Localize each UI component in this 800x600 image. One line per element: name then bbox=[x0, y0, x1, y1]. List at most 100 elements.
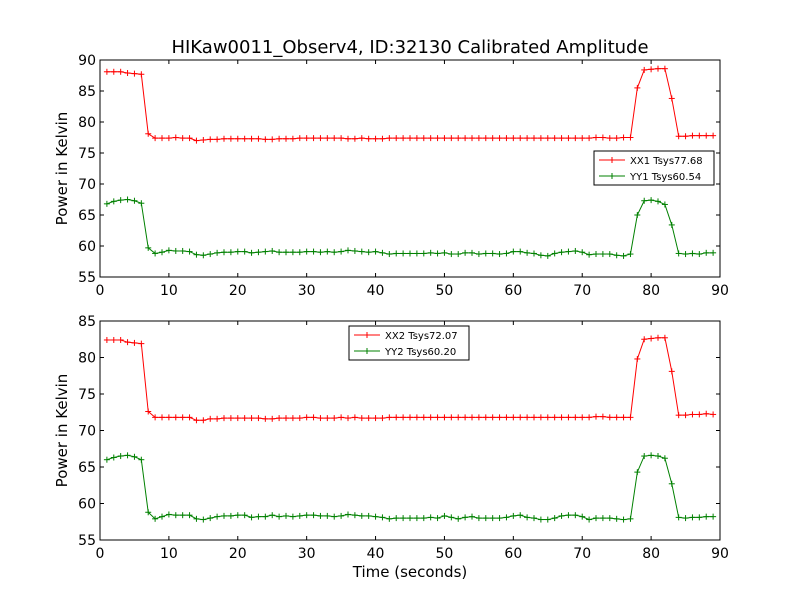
top-data-point bbox=[186, 135, 193, 142]
top-data-point bbox=[365, 135, 372, 142]
bottom-data-point bbox=[365, 415, 372, 422]
bottom-data-point bbox=[386, 414, 393, 421]
top-data-point bbox=[317, 249, 324, 256]
bottom-data-point bbox=[351, 512, 358, 519]
top-data-point bbox=[296, 249, 303, 256]
bottom-data-point bbox=[255, 415, 262, 422]
bottom-data-point bbox=[248, 514, 255, 521]
top-data-point bbox=[214, 136, 221, 143]
top-data-point bbox=[165, 247, 172, 254]
top-data-point bbox=[172, 247, 179, 254]
top-data-point bbox=[675, 250, 682, 257]
bottom-data-point bbox=[303, 414, 310, 421]
top-data-point bbox=[124, 196, 131, 203]
top-data-point bbox=[593, 251, 599, 258]
top-data-point bbox=[682, 251, 689, 258]
top-x-tick-label: 60 bbox=[504, 283, 522, 299]
top-data-point bbox=[668, 221, 675, 228]
bottom-data-point bbox=[124, 339, 131, 346]
top-data-point bbox=[655, 198, 661, 205]
bottom-data-point bbox=[503, 514, 510, 521]
bottom-data-point bbox=[427, 414, 434, 421]
top-data-point bbox=[358, 135, 365, 142]
top-data-point bbox=[214, 249, 221, 256]
bottom-data-point bbox=[117, 336, 124, 343]
bottom-data-point bbox=[668, 480, 675, 487]
bottom-data-point bbox=[710, 411, 717, 418]
top-chart-panel: 0 10 20 30 40 50 60 70 80 90 55 60 65 70 75 80 85 90 Power… bbox=[53, 53, 729, 299]
bottom-data-point bbox=[172, 512, 179, 519]
top-data-point bbox=[455, 135, 462, 142]
top-data-point bbox=[696, 132, 703, 139]
bottom-data-point bbox=[565, 512, 572, 519]
bottom-data-point bbox=[159, 414, 165, 421]
top-data-point bbox=[531, 135, 537, 142]
top-data-point bbox=[138, 200, 145, 207]
bottom-data-point bbox=[634, 469, 641, 476]
top-data-point bbox=[606, 251, 613, 258]
bottom-data-point bbox=[193, 515, 200, 522]
bottom-data-point bbox=[172, 414, 179, 421]
bottom-data-point bbox=[496, 515, 503, 522]
bottom-data-point bbox=[489, 414, 496, 421]
bottom-data-point bbox=[696, 411, 703, 418]
top-data-point bbox=[310, 135, 317, 142]
top-data-point bbox=[420, 250, 427, 257]
bottom-data-point bbox=[262, 415, 269, 422]
bottom-data-point bbox=[469, 414, 475, 421]
top-x-tick-label: 50 bbox=[436, 283, 454, 299]
top-data-point bbox=[331, 135, 338, 142]
top-data-point bbox=[517, 248, 524, 255]
top-legend: XX1 Tsys77.68 YY1 Tsys60.54 bbox=[593, 150, 715, 186]
bottom-data-point bbox=[503, 414, 510, 421]
top-data-point bbox=[310, 248, 317, 255]
bottom-data-point bbox=[324, 512, 331, 519]
top-series-1 bbox=[103, 65, 717, 144]
bottom-data-point bbox=[145, 408, 152, 415]
bottom-series-2 bbox=[103, 452, 717, 523]
top-data-point bbox=[179, 135, 186, 142]
bottom-data-point bbox=[482, 414, 489, 421]
top-data-point bbox=[200, 252, 207, 259]
top-data-point bbox=[434, 135, 441, 142]
top-data-point bbox=[579, 135, 586, 142]
bottom-data-point bbox=[634, 355, 641, 362]
top-data-point bbox=[648, 66, 655, 73]
top-data-point bbox=[613, 252, 620, 259]
bottom-data-point bbox=[103, 456, 110, 463]
top-data-point bbox=[262, 136, 269, 143]
bottom-x-tick-label: 0 bbox=[96, 546, 105, 562]
bottom-data-point bbox=[703, 410, 710, 417]
bottom-series-1 bbox=[103, 334, 717, 424]
top-data-point bbox=[593, 134, 599, 141]
top-data-point bbox=[345, 247, 351, 254]
bottom-data-point bbox=[551, 515, 558, 522]
top-data-point bbox=[579, 249, 586, 256]
bottom-data-point bbox=[696, 514, 703, 521]
top-data-point bbox=[103, 200, 110, 207]
bottom-x-tick-label: 30 bbox=[298, 546, 316, 562]
top-data-point bbox=[117, 197, 124, 204]
bottom-data-point bbox=[179, 414, 186, 421]
top-data-point bbox=[503, 135, 510, 142]
top-data-point bbox=[420, 135, 427, 142]
top-data-point bbox=[255, 249, 262, 256]
bottom-data-point bbox=[241, 512, 248, 519]
top-data-point bbox=[186, 248, 193, 255]
top-data-point bbox=[338, 248, 345, 255]
top-data-point bbox=[462, 135, 469, 142]
top-data-point bbox=[710, 249, 717, 256]
bottom-data-point bbox=[593, 413, 599, 420]
bottom-data-point bbox=[393, 414, 400, 421]
bottom-data-point bbox=[138, 456, 145, 463]
top-data-point bbox=[110, 198, 117, 205]
top-data-point bbox=[145, 244, 152, 251]
top-data-point bbox=[289, 249, 296, 256]
bottom-data-point bbox=[276, 513, 283, 520]
top-data-point bbox=[634, 84, 641, 91]
bottom-data-point bbox=[565, 414, 572, 421]
bottom-data-point bbox=[400, 414, 407, 421]
bottom-data-point bbox=[413, 515, 420, 522]
top-data-point bbox=[441, 135, 448, 142]
bottom-data-point bbox=[579, 513, 586, 520]
